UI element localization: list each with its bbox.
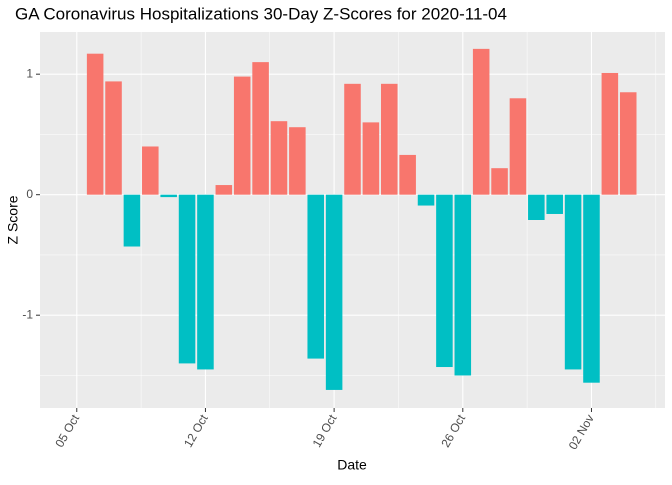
bar xyxy=(436,194,453,368)
bar xyxy=(270,121,288,195)
y-tick-label: 1 xyxy=(26,66,33,80)
y-axis-title: Z Score xyxy=(5,195,21,244)
bar xyxy=(105,81,122,195)
bar xyxy=(197,194,214,370)
bar xyxy=(509,98,527,195)
bar xyxy=(233,76,251,195)
bar xyxy=(491,168,508,195)
bar xyxy=(546,194,563,214)
x-tick-label: 02 Nov xyxy=(566,412,597,452)
marks xyxy=(86,48,637,390)
bar xyxy=(528,194,545,220)
x-axis-title: Date xyxy=(337,457,367,473)
bar xyxy=(564,194,582,370)
bar xyxy=(325,194,343,390)
bar xyxy=(417,194,435,206)
bar xyxy=(619,92,637,195)
bar xyxy=(399,154,416,195)
x-tick-label: 19 Oct xyxy=(310,412,340,450)
bar xyxy=(344,83,361,195)
y-tick-label: -1 xyxy=(22,307,33,321)
bar xyxy=(380,83,398,195)
x-tick-label: 05 Oct xyxy=(52,412,82,450)
y-tick-label: 0 xyxy=(26,187,33,201)
bar xyxy=(472,48,490,195)
bar xyxy=(289,127,306,195)
x-tick-label: 12 Oct xyxy=(181,412,211,450)
bar xyxy=(86,53,104,195)
bar xyxy=(454,194,472,376)
bar xyxy=(215,185,233,195)
bar xyxy=(252,62,269,195)
bar xyxy=(160,194,177,198)
bar xyxy=(123,194,141,247)
bar xyxy=(307,194,325,359)
bar xyxy=(362,122,380,195)
bar xyxy=(178,194,196,364)
chart-title: GA Coronavirus Hospitalizations 30-Day Z… xyxy=(15,4,507,23)
x-tick-label: 26 Oct xyxy=(438,412,468,450)
bar xyxy=(142,146,159,195)
bar xyxy=(601,72,619,195)
bar xyxy=(583,194,600,383)
